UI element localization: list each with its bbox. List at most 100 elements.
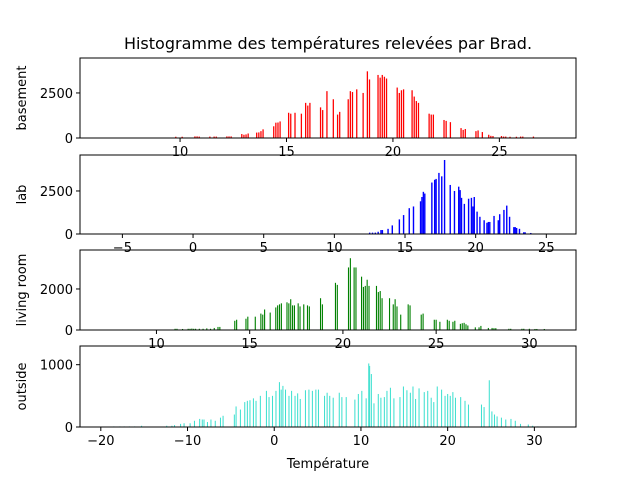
bar [351, 92, 354, 138]
bar [528, 328, 530, 330]
bar [496, 416, 498, 427]
x-tick-label: 0 [270, 434, 278, 449]
bar [505, 419, 507, 427]
bar [336, 114, 339, 138]
bar [255, 400, 257, 427]
bar [234, 320, 236, 330]
x-tick-label: 30 [526, 434, 543, 449]
y-tick-label: 1000 [40, 359, 73, 374]
y-tick-label: 2000 [40, 283, 73, 298]
bar [247, 133, 249, 138]
bar [334, 282, 337, 330]
bar [427, 390, 429, 427]
bar [228, 136, 230, 138]
bar [258, 132, 260, 138]
bar [368, 79, 371, 138]
bar [439, 321, 441, 330]
bar [500, 417, 502, 427]
bar [435, 319, 437, 330]
bar [275, 122, 277, 138]
bar [500, 136, 503, 138]
bar [479, 216, 481, 234]
x-tick-label: 20 [439, 434, 456, 449]
bar [217, 326, 219, 330]
bar [292, 305, 294, 330]
bar [230, 136, 232, 138]
bar [306, 305, 309, 330]
bar [460, 197, 463, 234]
bar [280, 303, 282, 330]
bars [174, 258, 545, 330]
bar [293, 305, 295, 330]
bar [493, 328, 495, 330]
bar [246, 400, 248, 427]
bar [279, 121, 281, 138]
bar [454, 397, 456, 427]
bar [536, 328, 538, 330]
bar [347, 99, 349, 138]
bar [514, 227, 516, 234]
bar [199, 418, 201, 427]
bar [252, 398, 254, 427]
bar [419, 201, 422, 234]
y-tick-label: 2500 [40, 87, 73, 102]
bar [371, 232, 374, 234]
bar [461, 323, 463, 330]
bar [361, 390, 363, 427]
bar [433, 402, 435, 427]
bar [166, 425, 168, 427]
bar [514, 420, 516, 427]
bar [407, 304, 409, 330]
bar [187, 328, 189, 330]
bar [215, 136, 217, 138]
axes-frame [79, 57, 577, 139]
bar [201, 419, 203, 427]
bar [347, 267, 350, 330]
bar [198, 328, 200, 330]
bar [244, 402, 246, 427]
bar [369, 365, 371, 427]
y-axis-label: basement [15, 66, 30, 131]
bar [430, 397, 432, 427]
bar [488, 134, 490, 138]
bar [196, 136, 198, 138]
bar [287, 112, 290, 138]
bar [193, 420, 195, 427]
bar [381, 74, 383, 138]
bar [219, 326, 221, 330]
bar [354, 399, 356, 427]
bar [194, 136, 196, 138]
bar [438, 172, 440, 234]
bar [284, 389, 287, 427]
x-tick-label: −5 [113, 241, 132, 256]
bar [464, 128, 466, 138]
bar [508, 328, 510, 330]
bar [381, 298, 383, 330]
bar [467, 198, 470, 234]
bar [413, 96, 415, 138]
bar [247, 316, 249, 330]
bar [233, 414, 235, 427]
bar [436, 386, 438, 427]
bar [523, 328, 525, 330]
bar [464, 400, 466, 427]
bar [386, 390, 388, 427]
bar [288, 303, 290, 330]
bar [269, 312, 271, 330]
bar [412, 206, 415, 234]
x-tick-label: 20 [385, 145, 402, 160]
bar [422, 313, 424, 330]
x-axis-label: Température [286, 457, 369, 472]
bar [388, 298, 391, 330]
bar [428, 113, 430, 138]
bar [452, 321, 454, 330]
bar [377, 393, 379, 427]
x-tick-label: 25 [538, 241, 555, 256]
bar [319, 298, 322, 330]
bar [475, 131, 477, 138]
bar [453, 190, 456, 234]
bar [304, 390, 306, 427]
bar [480, 325, 482, 330]
bar [288, 395, 290, 427]
subplot-living-room: 10 15 20 25 30 0 2000 living room [15, 249, 577, 352]
